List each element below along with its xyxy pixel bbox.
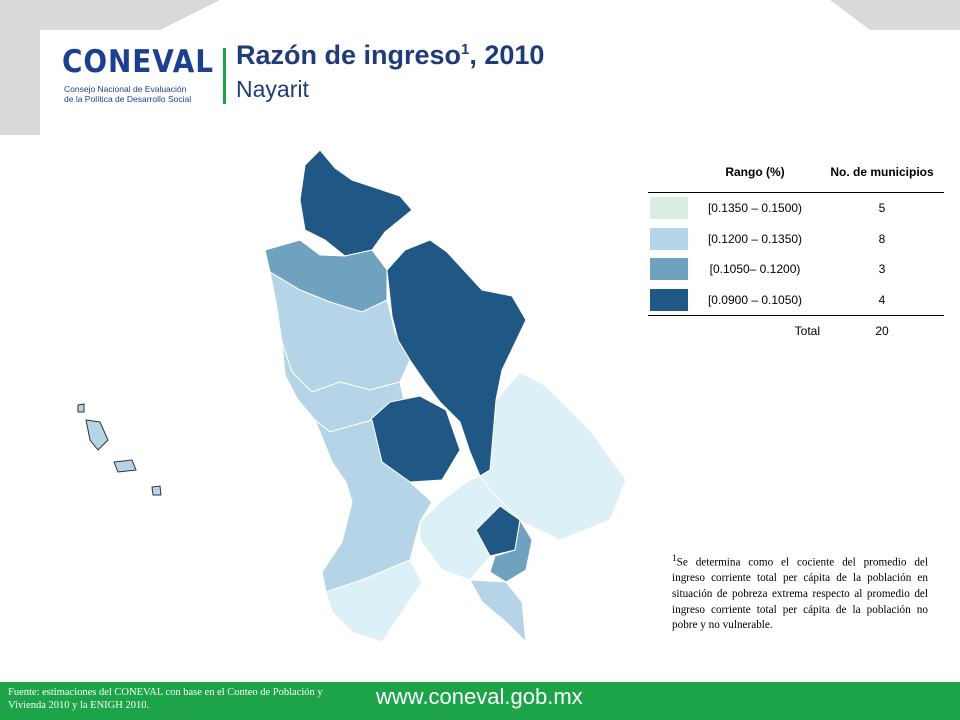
corner-right <box>830 0 960 30</box>
footnote-sup: 1 <box>672 554 677 564</box>
region <box>489 518 533 583</box>
header-cell: Rango (%) <box>690 152 820 193</box>
table-row: [0.0900 – 0.1050) 4 <box>648 285 944 316</box>
source: Fuente: estimaciones del CONEVAL con bas… <box>8 687 323 711</box>
range-cell: [0.1200 – 0.1350) <box>707 231 803 246</box>
region <box>299 149 413 257</box>
table-row: [0.1350 – 0.1500) 5 <box>648 193 944 224</box>
footer <box>0 682 960 720</box>
corner-left <box>0 0 220 135</box>
footnote-text: Se determina como el cociente del promed… <box>672 556 928 632</box>
region <box>479 371 627 541</box>
title-year: , 2010 <box>469 40 545 70</box>
swatch <box>650 258 688 281</box>
url: www.coneval.gob.mx <box>376 684 583 709</box>
header-row: Rango (%) No. de municipios <box>648 152 944 193</box>
logo-line: Consejo Nacional de Evaluación <box>64 84 187 94</box>
island <box>113 459 137 473</box>
logo: CONEVAL <box>62 44 214 80</box>
total-row: Total 20 <box>648 315 944 347</box>
table-row: [0.1200 – 0.1350) 8 <box>648 224 944 255</box>
swatch <box>650 197 688 220</box>
swatch <box>650 227 688 250</box>
range-cell: [0.0900 – 0.1050) <box>707 292 803 307</box>
map <box>77 149 627 644</box>
count-cell: 5 <box>878 201 886 216</box>
header-cell <box>648 152 690 193</box>
table-body: [0.1350 – 0.1500) 5 [0.1200 – 0.1350) 8 [0.1… <box>648 193 944 347</box>
table-row: [0.1050– 0.1200) 3 <box>648 254 944 285</box>
count-cell: 4 <box>878 292 886 307</box>
legend-table: Rango (%) No. de municipios [0.1350 – 0.… <box>648 152 944 347</box>
swatch-cell <box>648 254 690 285</box>
total-value: 20 <box>875 324 889 339</box>
total-label: Total <box>794 324 820 339</box>
region <box>325 559 423 643</box>
title-sup: 1 <box>461 41 470 58</box>
swatch-cell <box>648 224 690 255</box>
range-cell: [0.1050– 0.1200) <box>709 262 801 277</box>
swatch <box>650 288 688 311</box>
footnote: 1Se determina como el cociente del prome… <box>672 552 928 634</box>
subtitle: Nayarit <box>236 76 309 102</box>
title-bar <box>223 48 226 104</box>
header-cell: No. de municipios <box>820 152 944 193</box>
range-cell: [0.1350 – 0.1500) <box>707 201 803 216</box>
blank-cell <box>648 316 690 347</box>
count-cell: 8 <box>878 231 886 246</box>
region <box>469 579 527 644</box>
count-cell: 3 <box>878 262 886 277</box>
island <box>151 485 162 496</box>
logo-line: de la Política de Desarrollo Social <box>64 94 192 104</box>
title-text: Razón de ingreso <box>236 40 462 70</box>
swatch-cell <box>648 193 690 224</box>
island <box>77 403 85 413</box>
title: Razón de ingreso1, 2010 <box>236 40 544 71</box>
island <box>85 419 109 451</box>
swatch-cell <box>648 285 690 316</box>
